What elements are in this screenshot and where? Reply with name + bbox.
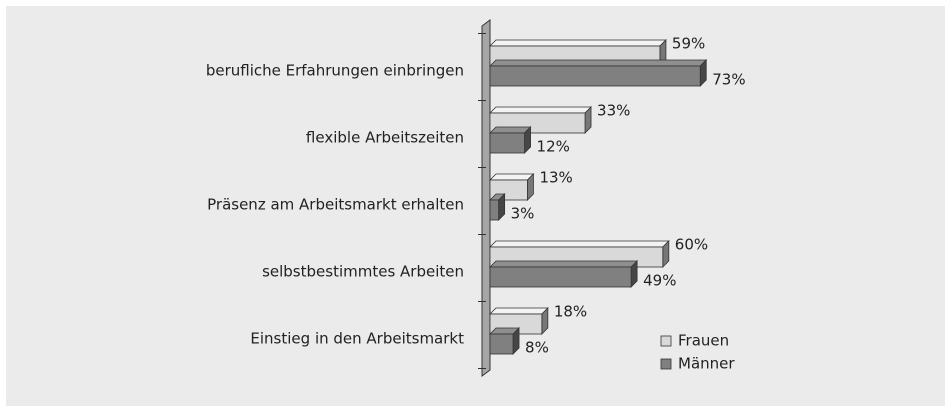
legend-swatch (660, 335, 672, 347)
legend-label: Frauen (678, 332, 729, 350)
y-tick-label: Einstieg in den Arbeitsmarkt (250, 330, 464, 348)
value-label: 8% (525, 339, 549, 357)
value-label: 33% (597, 102, 630, 120)
value-label: 60% (675, 236, 708, 254)
bar (489, 193, 506, 221)
y-tick-label: flexible Arbeitszeiten (306, 129, 464, 147)
bar (489, 260, 639, 288)
value-label: 3% (511, 205, 535, 223)
y-tick-label: Präsenz am Arbeitsmarkt erhalten (207, 196, 464, 214)
chart-background (6, 6, 945, 406)
bar (489, 327, 521, 355)
value-label: 13% (539, 169, 572, 187)
y-tick-label: berufliche Erfahrungen einbringen (206, 62, 464, 80)
legend-swatch (660, 358, 672, 370)
y-tick-label: selbstbestimmtes Arbeiten (262, 263, 464, 281)
value-label: 18% (554, 303, 587, 321)
legend-label: Männer (678, 355, 735, 373)
value-label: 49% (643, 272, 676, 290)
bar (489, 126, 532, 154)
value-label: 59% (672, 35, 705, 53)
axis-wall (481, 19, 491, 377)
value-label: 73% (712, 71, 745, 89)
value-label: 12% (537, 138, 570, 156)
bar (489, 59, 708, 87)
